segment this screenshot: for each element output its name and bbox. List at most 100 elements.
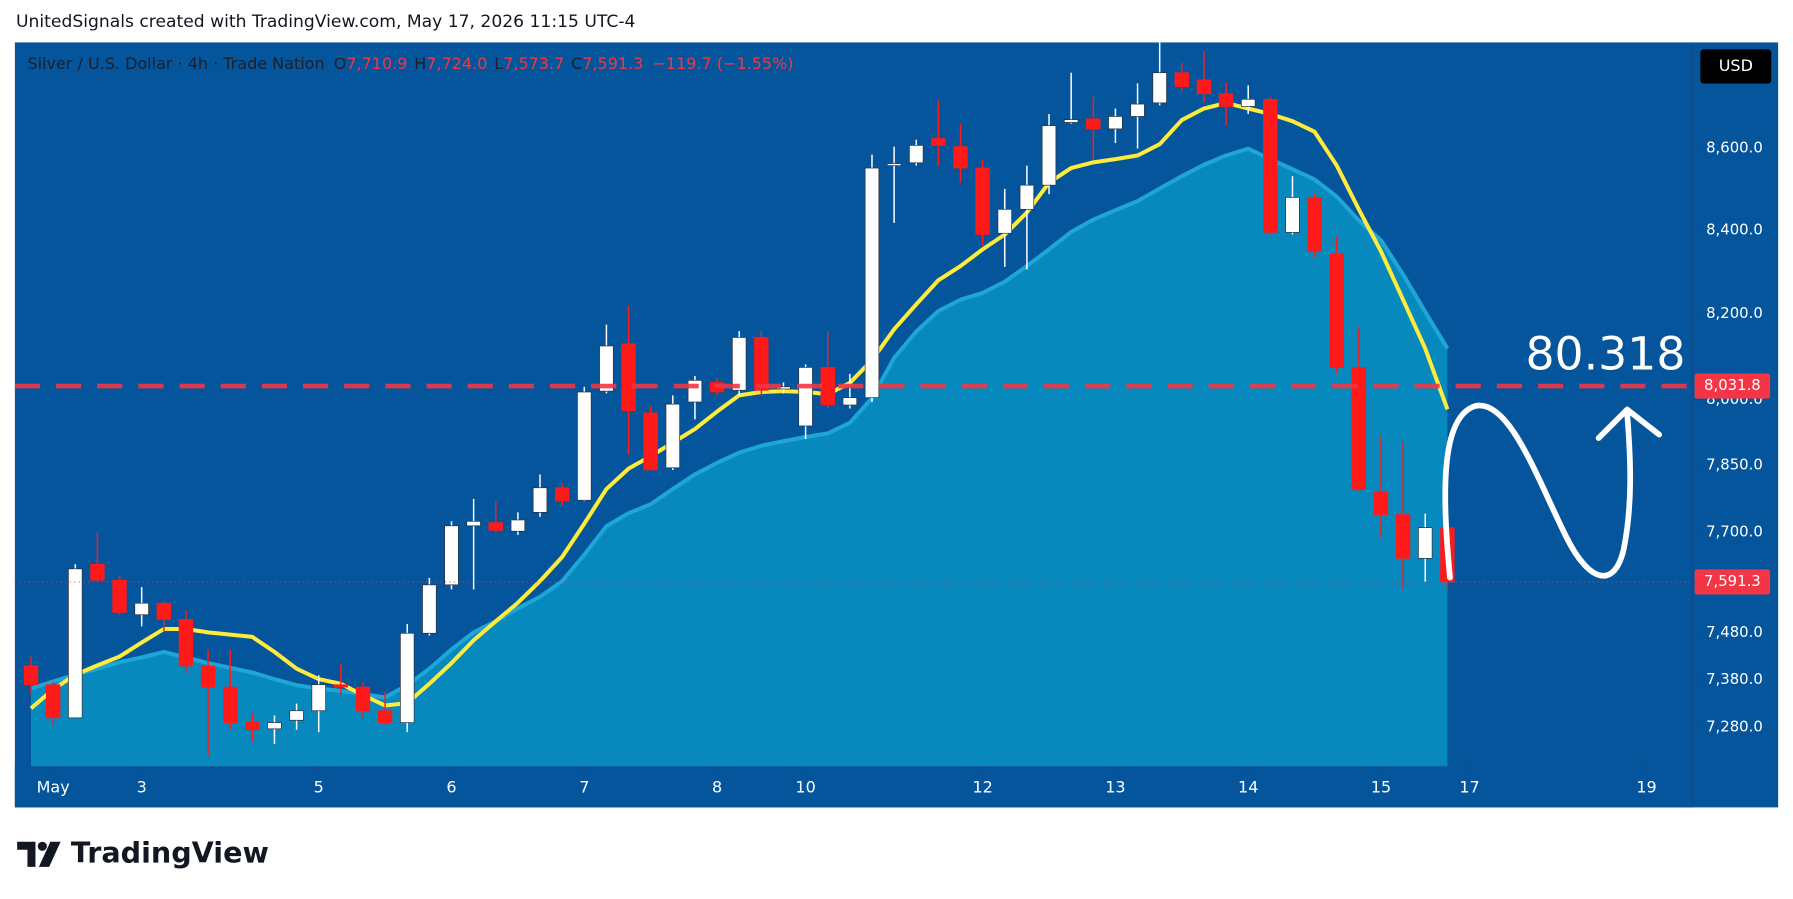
- candle-body: [643, 412, 658, 471]
- candle-body: [532, 487, 548, 513]
- candle-body: [422, 584, 437, 634]
- ohlc-key: O: [334, 54, 347, 73]
- x-tick-label: 14: [1238, 777, 1258, 796]
- price-label-box: [1694, 569, 1771, 595]
- candle-body: [112, 579, 127, 613]
- candle-body: [1019, 184, 1035, 210]
- candle-body: [1218, 93, 1234, 107]
- x-tick-label: 15: [1371, 777, 1391, 796]
- change: −119.7 (−1.55%): [653, 54, 794, 73]
- y-tick-label: 7,280.0: [1706, 717, 1763, 735]
- x-tick-label: 8: [712, 777, 722, 796]
- candle-body: [222, 686, 238, 723]
- candle-body: [488, 522, 503, 531]
- x-tick-label: 7: [579, 777, 589, 796]
- candle-body: [68, 568, 83, 719]
- ma-area: [30, 148, 1448, 767]
- x-tick-label: 13: [1105, 777, 1125, 796]
- candle-body: [444, 525, 459, 586]
- candle-body: [1418, 527, 1433, 559]
- candle-body: [1152, 72, 1167, 104]
- candle-body: [842, 397, 858, 406]
- candle-body: [333, 684, 349, 688]
- candle-body: [1285, 197, 1300, 233]
- candle-body: [731, 337, 747, 391]
- x-tick-label: May: [37, 777, 70, 796]
- candle-body: [577, 391, 592, 501]
- candle-body: [975, 167, 990, 235]
- x-tick-label: 5: [314, 777, 324, 796]
- candle-body: [156, 602, 172, 620]
- candle-body: [1086, 118, 1101, 130]
- x-tick-label: 3: [137, 777, 147, 796]
- currency-label[interactable]: USD: [1719, 56, 1753, 75]
- candle-body: [90, 563, 105, 581]
- candle-body: [245, 721, 260, 731]
- symbol-legend: Silver / U.S. Dollar · 4h · Trade Nation…: [27, 54, 793, 73]
- ohlc-value: 7,573.7: [503, 54, 564, 73]
- candle-body: [400, 632, 415, 723]
- candle-body: [200, 665, 216, 688]
- ohlc-key: H: [414, 54, 426, 73]
- candle-body: [599, 345, 614, 392]
- price-label-box: [1694, 373, 1771, 399]
- ma-line: [30, 146, 1450, 700]
- currency-button[interactable]: [1700, 49, 1772, 84]
- plot: [14, 42, 1693, 767]
- candle-body: [687, 379, 703, 403]
- x-tick-label: 12: [972, 777, 992, 796]
- candle-body: [1041, 125, 1057, 186]
- y-tick-label: 8,600.0: [1706, 139, 1763, 157]
- candle-body: [665, 403, 681, 469]
- candle-body: [45, 684, 61, 719]
- candle-body: [466, 520, 481, 527]
- ohlc-value: 7,724.0: [426, 54, 487, 73]
- candle-body: [267, 722, 282, 730]
- candle-body: [1108, 116, 1123, 130]
- x-tick-label: 6: [446, 777, 456, 796]
- candle-body: [1307, 197, 1322, 252]
- ohlc-value: 7,710.9: [346, 54, 407, 73]
- x-tick-label: 17: [1459, 777, 1479, 796]
- header: UnitedSignals created with TradingView.c…: [16, 12, 635, 32]
- candle-body: [798, 367, 813, 427]
- candle-body: [554, 487, 570, 502]
- y-tick-label: 7,380.0: [1706, 670, 1763, 688]
- candle-body: [864, 167, 880, 398]
- candle-body: [23, 665, 39, 686]
- x-tick-label: 19: [1636, 777, 1656, 796]
- candle-body: [820, 367, 835, 406]
- candle-body: [754, 337, 769, 391]
- candle-body: [953, 146, 968, 169]
- time-axis: [14, 766, 1693, 808]
- candle-body: [1241, 98, 1256, 107]
- candle-body: [355, 686, 371, 712]
- logo-text: TradingView: [71, 835, 269, 869]
- candle-body: [1373, 491, 1389, 515]
- candle-body: [1263, 98, 1278, 233]
- ohlc-key: C: [571, 54, 582, 73]
- annotation: 80.318: [1525, 327, 1685, 380]
- candle-body: [1395, 514, 1411, 559]
- candle-body: [997, 208, 1012, 234]
- candle-body: [1329, 253, 1344, 368]
- y-tick-label: 7,700.0: [1706, 523, 1763, 541]
- ohlc-key: L: [494, 54, 503, 73]
- candle-body: [178, 619, 194, 667]
- candle-body: [311, 684, 326, 712]
- candle-body: [134, 602, 149, 616]
- ohlc-value: 7,591.3: [582, 54, 643, 73]
- candle-body: [909, 145, 924, 164]
- candle-body: [289, 710, 304, 721]
- price-label: 8,031.8: [1704, 376, 1761, 394]
- candle-body: [1063, 119, 1079, 123]
- candle-body: [1196, 79, 1212, 95]
- candle-body: [1130, 103, 1145, 117]
- candle-body: [621, 343, 636, 412]
- x-tick-label: 10: [795, 777, 815, 796]
- price-label: 7,591.3: [1704, 572, 1761, 590]
- candle-body: [377, 710, 393, 723]
- y-tick-label: 8,200.0: [1706, 304, 1763, 322]
